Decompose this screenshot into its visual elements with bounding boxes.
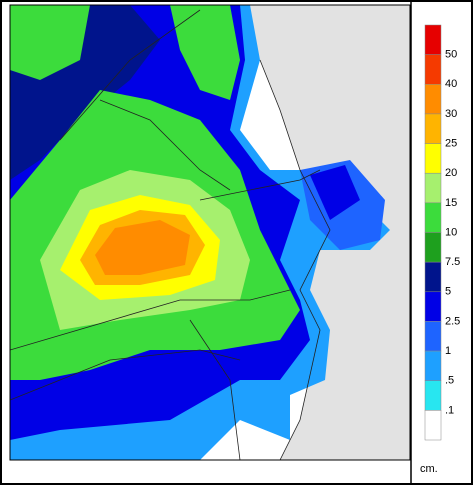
legend-swatch <box>424 113 442 144</box>
legend-label: 1 <box>445 345 451 357</box>
legend-label: 20 <box>445 167 457 179</box>
legend-swatch <box>424 54 442 85</box>
legend-label: 2.5 <box>445 315 460 327</box>
legend-swatch <box>424 172 442 204</box>
legend-label: 5 <box>445 286 451 298</box>
legend-swatch <box>424 143 442 174</box>
legend-swatch <box>424 202 442 233</box>
legend: 50 40 30 25 20 15 10 7.5 5 2.5 1 .5 .1 <box>424 24 460 441</box>
legend-label: 40 <box>445 78 457 90</box>
legend-label: .1 <box>445 404 454 416</box>
legend-label: 10 <box>445 226 457 238</box>
legend-swatch <box>424 350 442 381</box>
legend-swatch <box>424 410 442 441</box>
legend-swatch <box>424 321 442 352</box>
legend-label: 15 <box>445 197 457 209</box>
legend-swatch <box>424 291 442 322</box>
legend-label: 50 <box>445 49 457 61</box>
legend-swatch <box>424 24 442 55</box>
legend-label: 30 <box>445 108 457 120</box>
legend-swatch <box>424 84 442 115</box>
legend-label: .5 <box>445 375 454 387</box>
precipitation-map <box>9 4 411 461</box>
legend-unit: cm. <box>420 463 438 475</box>
legend-swatch <box>424 232 442 263</box>
legend-swatch <box>424 380 442 411</box>
legend-label: 7.5 <box>445 256 460 268</box>
legend-swatch <box>424 261 442 293</box>
legend-label: 25 <box>445 137 457 149</box>
